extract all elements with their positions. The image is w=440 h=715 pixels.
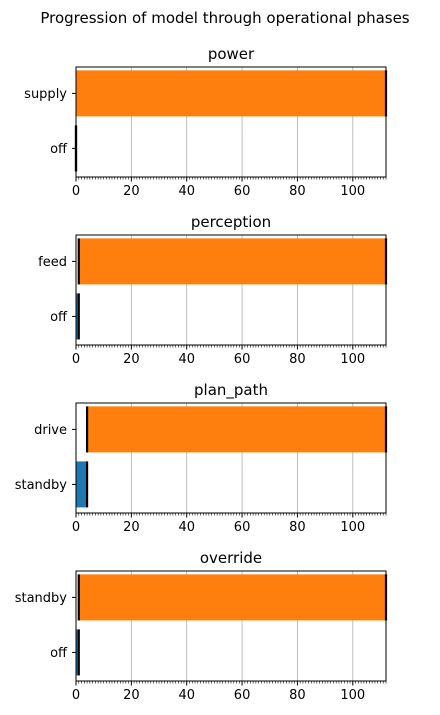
bar-feed	[78, 238, 387, 285]
x-tick-label: 0	[72, 688, 80, 703]
figure-title: Progression of model through operational…	[40, 9, 409, 27]
x-tick-label: 20	[123, 520, 140, 535]
y-tick-label: off	[50, 310, 68, 325]
subplot-power: power supply off 0 20 40 60 80 100	[24, 45, 388, 199]
x-tick-label: 100	[340, 688, 365, 703]
subplot-title: override	[200, 549, 262, 567]
bar-off	[76, 293, 79, 340]
x-tick-label: 0	[72, 184, 80, 199]
x-tick-label: 80	[289, 688, 306, 703]
subplot-title: power	[208, 45, 255, 63]
y-tick-label: standby	[15, 591, 68, 606]
bar-standby	[78, 574, 387, 621]
subplot-title: plan_path	[194, 381, 268, 400]
x-tick-label: 100	[340, 520, 365, 535]
x-tick-label: 40	[178, 352, 195, 367]
x-tick-label: 20	[123, 352, 140, 367]
x-tick-label: 0	[72, 520, 80, 535]
x-tick-label: 20	[123, 688, 140, 703]
x-tick-label: 100	[340, 352, 365, 367]
subplot-override: override standby off 0 20 40 60 80 100	[15, 549, 388, 703]
y-tick-label: off	[50, 646, 68, 661]
x-tick-label: 100	[340, 184, 365, 199]
y-tick-label: off	[50, 142, 68, 157]
bar-off	[76, 629, 79, 676]
x-tick-label: 60	[234, 520, 251, 535]
bar-drive	[87, 406, 387, 453]
x-tick-label: 60	[234, 688, 251, 703]
x-tick-label: 80	[289, 184, 306, 199]
y-tick-label: drive	[34, 423, 67, 438]
y-tick-label: supply	[24, 87, 67, 102]
subplot-title: perception	[191, 213, 271, 231]
x-tick-label: 40	[178, 520, 195, 535]
bar-supply	[76, 70, 386, 117]
y-tick-label: standby	[15, 478, 68, 493]
x-tick-label: 80	[289, 352, 306, 367]
bar-standby	[76, 461, 88, 508]
subplot-perception: perception feed off 0 20 40 60 80 100	[38, 213, 388, 367]
x-tick-label: 0	[72, 352, 80, 367]
x-tick-label: 60	[234, 184, 251, 199]
y-tick-label: feed	[38, 255, 67, 270]
x-tick-label: 40	[178, 184, 195, 199]
x-tick-label: 60	[234, 352, 251, 367]
x-tick-label: 20	[123, 184, 140, 199]
x-tick-label: 40	[178, 688, 195, 703]
x-tick-label: 80	[289, 520, 306, 535]
